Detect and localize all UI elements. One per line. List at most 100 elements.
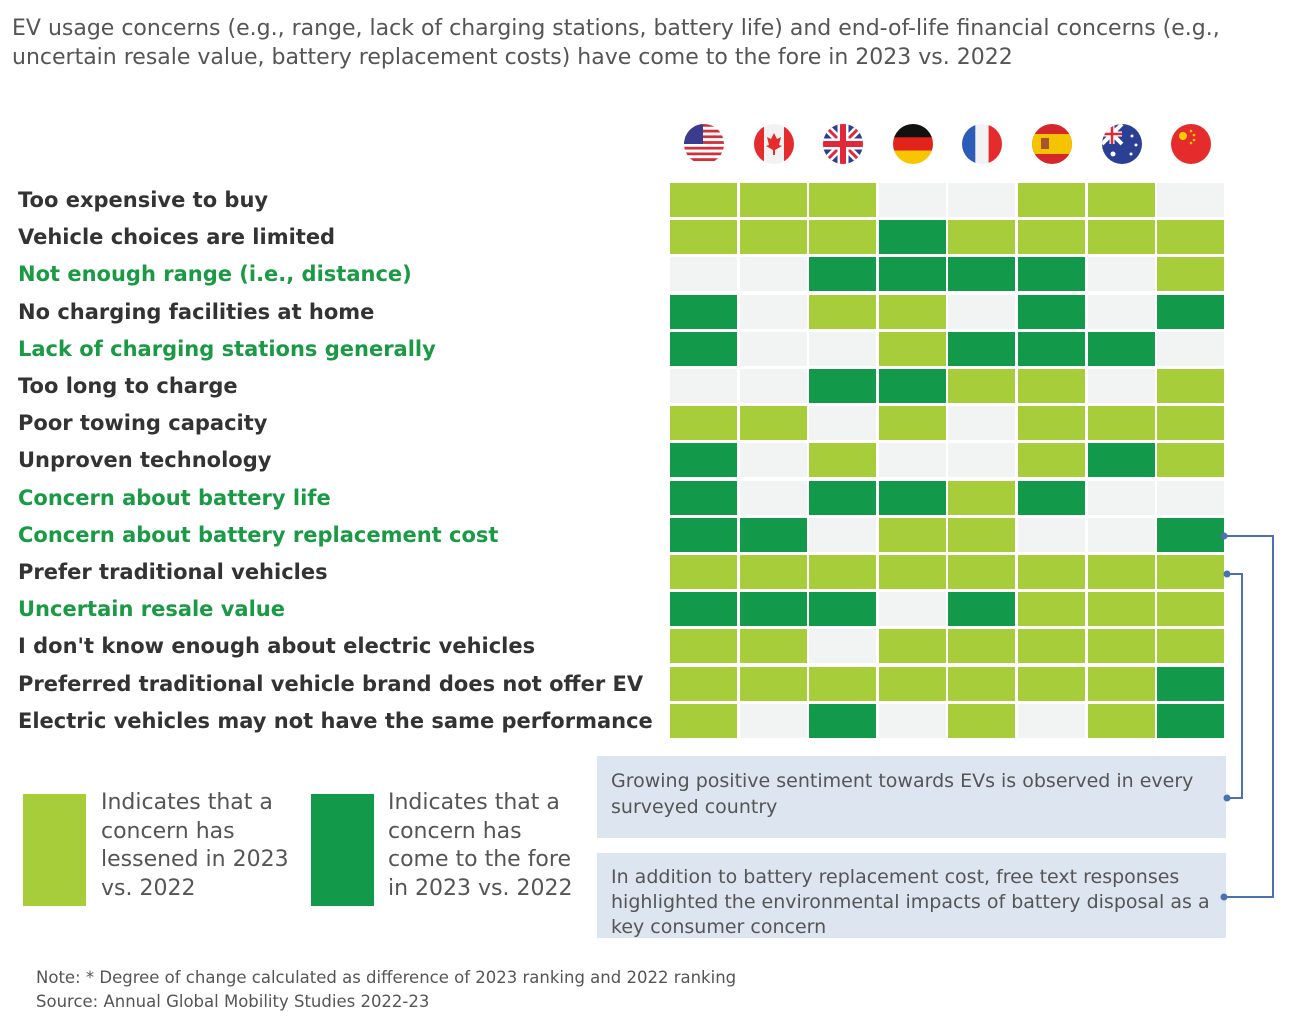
- heatmap-cell-lessened: [670, 555, 737, 589]
- heatmap-cell-fore: [1157, 294, 1225, 329]
- heatmap-cell-fore: [1157, 666, 1225, 701]
- heatmap-cell-lessened: [739, 555, 807, 589]
- heatmap-cell-lessened: [1087, 406, 1155, 441]
- heatmap-cell-lessened: [809, 666, 877, 701]
- heatmap-cell-lessened: [670, 703, 737, 738]
- heatmap-cell-lessened: [1157, 443, 1225, 478]
- heatmap-cell-lessened: [1087, 629, 1155, 664]
- heatmap-cell-none: [1087, 294, 1155, 329]
- heatmap-cell-none: [1087, 257, 1155, 292]
- heatmap-cell-lessened: [1018, 220, 1085, 255]
- bracket-dot: [1220, 532, 1228, 540]
- heatmap-cell-none: [1087, 480, 1155, 515]
- heatmap-cell-fore: [739, 592, 807, 627]
- heatmap-cell-lessened: [1018, 369, 1085, 403]
- heatmap-cell-fore: [670, 443, 737, 478]
- row-label: Prefer traditional vehicles: [18, 560, 328, 584]
- heatmap-cell-fore: [1157, 703, 1225, 738]
- heatmap-cell-lessened: [1018, 443, 1085, 478]
- row-label: Uncertain resale value: [18, 597, 285, 622]
- note-text: Note: * Degree of change calculated as d…: [36, 968, 737, 987]
- bracket-line-traditional: [1227, 573, 1243, 799]
- heatmap-cell-lessened: [739, 183, 807, 217]
- heatmap-cell-none: [809, 331, 877, 366]
- heatmap-cell-lessened: [878, 666, 946, 701]
- bracket-dot: [1223, 570, 1231, 578]
- heatmap-cell-fore: [809, 369, 877, 403]
- heatmap-cell-lessened: [1157, 369, 1225, 403]
- heatmap-cell-lessened: [1087, 220, 1155, 255]
- row-label: Not enough range (i.e., distance): [18, 262, 412, 287]
- heatmap-cell-lessened: [948, 220, 1016, 255]
- row-label: Too long to charge: [18, 374, 238, 398]
- heatmap-cell-none: [670, 257, 737, 292]
- row-label: Lack of charging stations generally: [18, 336, 436, 361]
- uk-flag-icon: [823, 124, 864, 164]
- heatmap-cell-lessened: [948, 517, 1016, 552]
- heatmap-cell-none: [1087, 517, 1155, 552]
- heatmap-cell-none: [948, 406, 1016, 441]
- heatmap-cell-lessened: [1157, 406, 1225, 441]
- heatmap-cell-lessened: [1087, 703, 1155, 738]
- heatmap-cell-none: [809, 406, 877, 441]
- heatmap-cell-lessened: [739, 220, 807, 255]
- heatmap-cell-fore: [670, 480, 737, 515]
- heatmap-cell-lessened: [809, 555, 877, 589]
- heatmap-cell-lessened: [1018, 592, 1085, 627]
- heatmap-cell-lessened: [1087, 592, 1155, 627]
- heatmap-cell-fore: [809, 592, 877, 627]
- heatmap-cell-none: [878, 443, 946, 478]
- bracket-line-battery-cost: [1224, 535, 1274, 898]
- heatmap-cell-lessened: [1087, 666, 1155, 701]
- heatmap-cell-none: [739, 703, 807, 738]
- row-label: Concern about battery life: [18, 485, 331, 510]
- canada-flag-icon: [753, 124, 794, 164]
- heatmap-cell-fore: [1018, 294, 1085, 329]
- heatmap-cell-lessened: [670, 183, 737, 217]
- heatmap-cell-none: [948, 294, 1016, 329]
- heatmap-cell-lessened: [1018, 406, 1085, 441]
- heatmap-cell-none: [1157, 331, 1225, 366]
- heatmap-cell-none: [739, 257, 807, 292]
- heatmap-cell-fore: [1157, 517, 1225, 552]
- row-label: Unproven technology: [18, 448, 272, 473]
- heatmap-cell-fore: [1087, 331, 1155, 366]
- heatmap-cell-fore: [670, 517, 737, 552]
- heatmap-cell-lessened: [878, 517, 946, 552]
- heatmap-cell-none: [739, 480, 807, 515]
- row-label: Poor towing capacity: [18, 411, 268, 436]
- heatmap-cell-lessened: [878, 331, 946, 366]
- heatmap-cell-fore: [878, 257, 946, 292]
- heatmap-cell-fore: [948, 257, 1016, 292]
- heatmap-cell-fore: [809, 703, 877, 738]
- heatmap-cell-lessened: [948, 480, 1016, 515]
- row-label: Too expensive to buy: [18, 188, 269, 212]
- legend-text-lessened: Indicates that a concern has lessened in…: [101, 790, 289, 901]
- heatmap-cell-lessened: [948, 629, 1016, 664]
- heatmap-cell-fore: [670, 331, 737, 366]
- heatmap-cell-lessened: [670, 406, 737, 441]
- source-text: Source: Annual Global Mobility Studies 2…: [36, 992, 430, 1011]
- heatmap-cell-lessened: [878, 555, 946, 589]
- heatmap-cell-none: [670, 369, 737, 403]
- heatmap-cell-lessened: [670, 666, 737, 701]
- heatmap-cell-lessened: [739, 406, 807, 441]
- heatmap-cell-lessened: [948, 703, 1016, 738]
- heatmap-cell-none: [1018, 517, 1085, 552]
- heatmap-cell-lessened: [739, 666, 807, 701]
- heatmap-cell-lessened: [1157, 629, 1225, 664]
- heatmap-cell-fore: [670, 294, 737, 329]
- heatmap-cell-fore: [670, 592, 737, 627]
- heatmap-cell-none: [878, 183, 946, 217]
- heatmap-cell-lessened: [809, 294, 877, 329]
- legend-swatch-lessened: [23, 794, 86, 906]
- heatmap-cell-fore: [948, 592, 1016, 627]
- heatmap-cell-lessened: [948, 555, 1016, 589]
- heatmap-cell-none: [739, 369, 807, 403]
- heatmap-cell-lessened: [878, 294, 946, 329]
- heatmap-cell-fore: [878, 480, 946, 515]
- row-label: No charging facilities at home: [18, 299, 375, 324]
- heatmap-cell-lessened: [1087, 183, 1155, 217]
